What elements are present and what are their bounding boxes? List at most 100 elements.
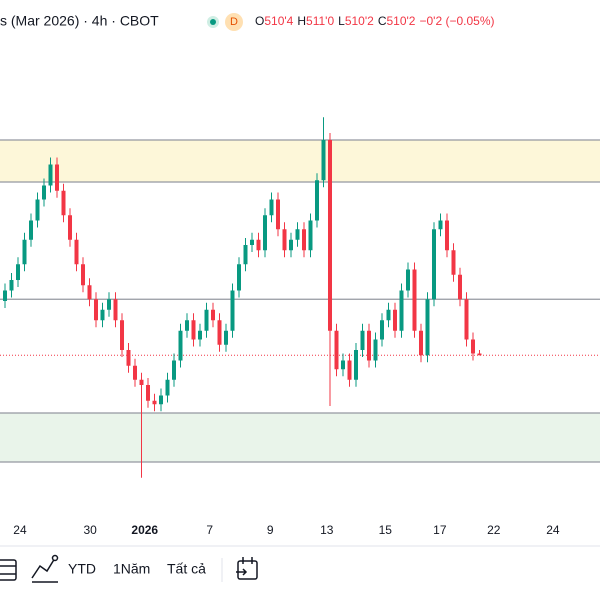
ohlc-values: O 510'4 H 511'0 L 510'2 C 510'2 −0'2 (−0.05%) xyxy=(255,14,495,28)
candle-body xyxy=(42,185,47,200)
candle-body xyxy=(314,180,319,221)
range-button[interactable]: YTD xyxy=(68,561,96,577)
candle-body xyxy=(444,220,449,251)
ohlc-key: L xyxy=(338,14,345,28)
candle-body xyxy=(308,220,313,251)
candle-body xyxy=(191,320,196,340)
candle-body xyxy=(405,269,410,291)
candle-body xyxy=(373,339,378,361)
date-range-icon-arrow xyxy=(236,568,248,576)
x-tick-label: 22 xyxy=(487,523,501,537)
plot-area xyxy=(0,117,600,478)
candle-body xyxy=(340,360,345,370)
date-range-icon[interactable] xyxy=(237,560,258,580)
badge-bg xyxy=(225,13,243,31)
candle-body xyxy=(217,320,222,345)
candle-body xyxy=(68,215,73,240)
candle-body xyxy=(269,199,274,216)
legend-header: s (Mar 2026) · 4h · CBOT D O 510'4 H 511'0 L… xyxy=(0,13,495,31)
compare-icon[interactable] xyxy=(0,559,17,581)
x-tick-label: 15 xyxy=(379,523,393,537)
range-button[interactable]: 1Năm xyxy=(113,561,150,577)
candle-body xyxy=(379,320,384,340)
candle-body xyxy=(262,215,267,251)
candle-body xyxy=(470,339,475,354)
zone xyxy=(0,140,600,182)
candle-body xyxy=(113,299,118,321)
candle-body xyxy=(152,400,157,405)
candle-body xyxy=(165,379,170,396)
candle-body xyxy=(126,350,131,366)
x-tick-label: 24 xyxy=(546,523,560,537)
candle-body xyxy=(236,264,241,291)
candle-body xyxy=(172,360,177,380)
candle-body xyxy=(451,250,456,275)
badge[interactable]: D xyxy=(230,16,238,28)
candle-body xyxy=(146,385,151,401)
candle-body xyxy=(399,290,404,331)
candle-body xyxy=(210,309,215,321)
status-dot-inner xyxy=(210,19,216,25)
candle-body xyxy=(386,309,391,321)
zone xyxy=(0,413,600,462)
ohlc-value: 510'2 xyxy=(386,14,415,28)
candle-body xyxy=(431,229,436,300)
candle-body xyxy=(366,330,371,361)
candle-body xyxy=(321,140,326,181)
candle-body xyxy=(282,229,287,251)
candle-body xyxy=(334,330,339,370)
ohlc-value: 510'2 xyxy=(345,14,374,28)
candle-body xyxy=(55,164,60,191)
symbol-title: s (Mar 2026) · 4h · CBOT xyxy=(0,13,159,29)
candle-body xyxy=(392,309,397,331)
candle-body xyxy=(360,330,365,350)
candle-body xyxy=(133,365,138,380)
candle-body xyxy=(61,190,66,216)
ohlc-key: H xyxy=(297,14,306,28)
x-tick-label: 13 xyxy=(320,523,334,537)
candle-body xyxy=(353,350,358,380)
candle-body xyxy=(412,269,417,331)
candle-body xyxy=(139,379,144,385)
candle-body xyxy=(477,353,482,356)
candle-body xyxy=(185,320,190,331)
ohlc-value: 510'4 xyxy=(264,14,293,28)
candle-body xyxy=(256,239,261,251)
candle-body xyxy=(48,164,53,186)
candle-body xyxy=(74,239,79,265)
x-tick-label: 24 xyxy=(13,523,27,537)
candle-body xyxy=(288,239,293,251)
candle-body xyxy=(457,274,462,300)
indicator-icon-dot xyxy=(51,554,59,562)
candle-body xyxy=(301,229,306,251)
x-tick-label: 30 xyxy=(83,523,97,537)
x-tick-label: 2026 xyxy=(131,523,158,537)
candle-body xyxy=(230,290,235,331)
change-value: −0'2 (−0.05%) xyxy=(419,14,494,28)
candle-body xyxy=(16,264,21,280)
x-axis: 24 30 2026 7 9 13 15 17 22 24 xyxy=(13,523,560,537)
candle-body xyxy=(198,330,202,340)
candle-body xyxy=(204,309,209,331)
toolbar: YTD 1Năm Tất cả xyxy=(0,554,258,583)
x-tick-label: 7 xyxy=(206,523,213,537)
candle-body xyxy=(9,280,14,291)
candle-body xyxy=(100,309,105,321)
ohlc-key: C xyxy=(378,14,387,28)
candle-body xyxy=(249,239,254,245)
candle-body xyxy=(22,239,27,265)
candle-body xyxy=(223,330,228,345)
x-tick-label: 17 xyxy=(433,523,447,537)
indicator-icon[interactable] xyxy=(31,557,56,579)
candle-body xyxy=(347,360,352,380)
candle-body xyxy=(81,264,86,286)
candle-body xyxy=(3,290,8,301)
candle-body xyxy=(29,220,34,240)
range-button[interactable]: Tất cả xyxy=(167,561,206,577)
candle-body xyxy=(107,299,112,310)
candle-body xyxy=(425,299,430,356)
candle-body xyxy=(275,199,280,230)
candle-body xyxy=(35,199,40,221)
